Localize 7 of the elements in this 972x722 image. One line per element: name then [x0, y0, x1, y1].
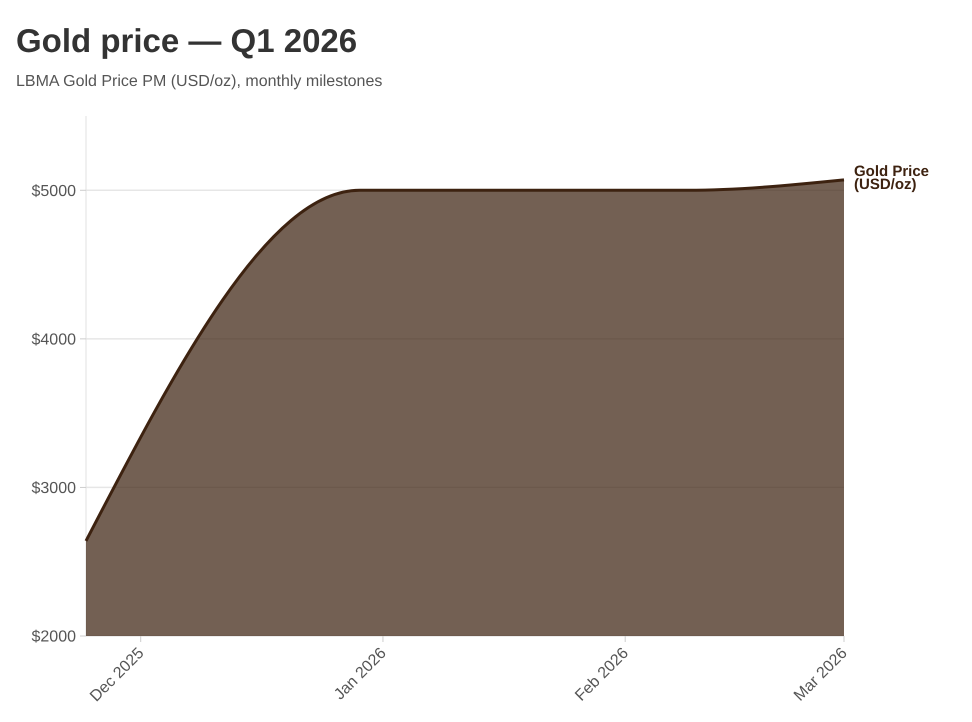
series-label: Gold Price (USD/oz) [854, 162, 930, 193]
chart-title: Gold price — Q1 2026 [16, 22, 358, 59]
y-tick-label: $3000 [32, 480, 76, 498]
y-tick-label: $5000 [32, 182, 76, 200]
chart-subtitle: LBMA Gold Price PM (USD/oz), monthly milestones [16, 73, 382, 90]
y-tick-label: $2000 [32, 628, 76, 646]
y-tick-label: $4000 [32, 331, 76, 348]
